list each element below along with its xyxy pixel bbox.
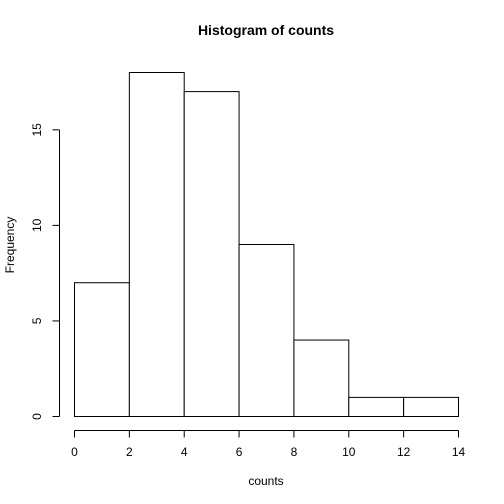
histogram-bar-3	[238, 244, 295, 417]
y-axis-label: Frequency	[3, 217, 17, 274]
y-axis: 0 5 10 15	[30, 123, 60, 420]
x-tick-label-7: 14	[452, 445, 466, 459]
y-tick-label-0: 0	[30, 413, 44, 420]
x-axis-label: counts	[248, 474, 283, 488]
x-tick-label-1: 2	[126, 445, 133, 459]
x-tick-label-0: 0	[71, 445, 78, 459]
x-tick-label-5: 10	[342, 445, 356, 459]
histogram-bar-5	[348, 396, 405, 417]
x-axis: 0 2 4 6 8 10 12 14	[71, 430, 466, 459]
x-tick-label-6: 12	[397, 445, 411, 459]
x-tick-label-4: 8	[291, 445, 298, 459]
histogram-bar-1	[128, 72, 185, 417]
x-tick-label-3: 6	[236, 445, 243, 459]
y-tick-label-1: 5	[30, 317, 44, 324]
histogram-bar-2	[183, 91, 240, 417]
x-tick-label-2: 4	[181, 445, 188, 459]
y-tick-label-2: 10	[30, 218, 44, 232]
histogram-bar-6	[403, 396, 459, 417]
bars-group	[74, 72, 459, 417]
y-tick-label-3: 15	[30, 123, 44, 137]
histogram-bar-4	[293, 339, 350, 417]
chart-title: Histogram of counts	[198, 22, 334, 38]
histogram-bar-0	[74, 282, 130, 417]
